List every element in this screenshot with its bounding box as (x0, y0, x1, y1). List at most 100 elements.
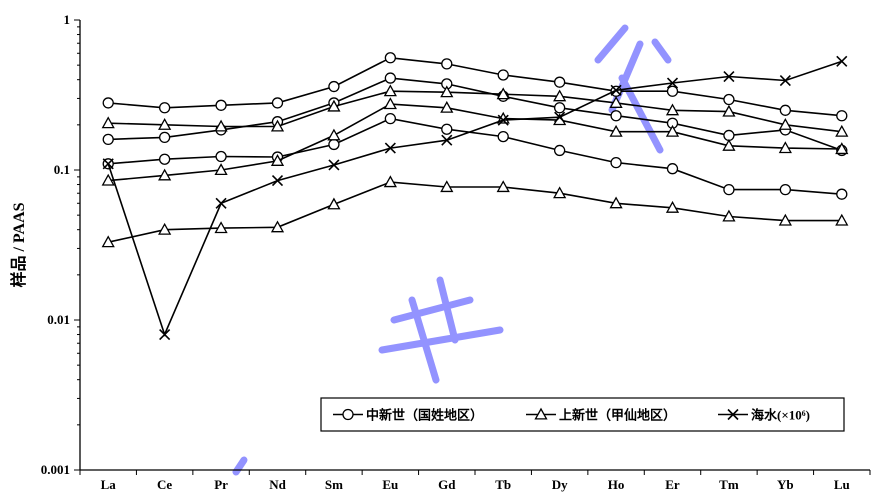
x-tick-label: Ho (608, 477, 625, 492)
data-point-triangle (214, 221, 228, 234)
x-tick-label: Dy (552, 477, 568, 492)
series-0 (102, 52, 848, 122)
data-point-circle (158, 131, 171, 144)
legend-entry-2: 海水(×10⁶) (718, 408, 810, 423)
data-point-circle (102, 97, 114, 109)
legend-marker-x (727, 408, 739, 421)
data-point-x (159, 328, 171, 341)
legend-label: 中新世（国姓地区） (366, 408, 483, 423)
data-point-circle (723, 129, 735, 142)
y-tick-labels: 0.001 0.01 0.1 1 (41, 12, 70, 477)
data-point-circle (723, 183, 735, 196)
data-point-circle (723, 93, 735, 106)
data-point-triangle (496, 180, 510, 193)
data-point-circle (215, 150, 227, 163)
data-point-triangle (665, 124, 680, 137)
data-point-circle (158, 102, 171, 114)
data-point-circle (328, 138, 340, 151)
watermark (232, 24, 672, 476)
y-tick-label: 1 (64, 12, 71, 27)
x-tick-label: Tm (719, 477, 739, 492)
data-point-circle (384, 112, 397, 125)
data-point-triangle (609, 124, 623, 137)
series-line (108, 117, 842, 195)
data-point-x (384, 142, 396, 154)
data-point-triangle (270, 119, 285, 132)
data-point-triangle (214, 163, 228, 176)
data-point-triangle (722, 104, 736, 117)
data-point-circle (271, 97, 284, 109)
legend-entry-0: 中新世（国姓地区） (333, 408, 483, 423)
x-tick-label: Pr (214, 477, 228, 492)
y-axis-label: 样品 / PAAS (9, 202, 28, 287)
data-point-circle (553, 144, 566, 157)
data-point-triangle (722, 138, 736, 151)
data-point-x (779, 74, 791, 87)
data-point-circle (553, 76, 566, 88)
data-point-x (610, 84, 622, 96)
data-point-x (554, 111, 566, 123)
data-point-circle (102, 133, 114, 146)
series-3 (101, 84, 849, 137)
series-line (107, 60, 843, 337)
data-point-triangle (158, 118, 172, 130)
data-point-triangle (835, 142, 849, 155)
data-point-triangle (835, 213, 849, 226)
x-tick-label: Sm (325, 477, 343, 492)
legend: 中新世（国姓地区） 上新世（甲仙地区） 海水(×10⁶) (320, 397, 845, 432)
y-tick-label: 0.1 (54, 162, 70, 177)
x-tick-label: Lu (834, 477, 850, 492)
data-point-x (441, 134, 453, 146)
data-point-circle (384, 72, 397, 84)
x-tick-label: Eu (382, 477, 398, 492)
data-point-triangle (158, 222, 172, 235)
data-point-triangle (327, 197, 341, 210)
data-point-triangle (553, 89, 567, 102)
data-point-triangle (778, 213, 792, 226)
data-point-circle (553, 102, 566, 114)
series-6 (102, 55, 848, 341)
data-point-x (271, 175, 284, 187)
data-point-triangle (327, 128, 341, 141)
data-point-triangle (214, 119, 228, 132)
x-tick-label: Ce (157, 477, 172, 492)
x-tick-label: La (101, 477, 117, 492)
data-point-triangle (101, 235, 115, 248)
x-tick-labels: La Ce Pr Nd Sm Eu Gd Tb Dy Ho Er Tm Yb Lu (101, 477, 850, 492)
data-point-circle (441, 123, 453, 135)
legend-label: 海水(×10⁶) (751, 408, 810, 423)
data-point-triangle (383, 84, 397, 97)
data-point-triangle (383, 175, 397, 188)
x-tick-label: Gd (438, 477, 456, 492)
data-point-x (666, 77, 679, 89)
data-point-circle (497, 130, 509, 143)
data-point-circle (779, 183, 792, 196)
x-tick-label: Tb (495, 477, 511, 492)
data-point-x (836, 55, 848, 67)
data-point-triangle (609, 96, 623, 108)
data-point-triangle (553, 186, 567, 199)
data-point-circle (836, 188, 848, 200)
data-point-triangle (270, 154, 285, 166)
data-point-triangle (778, 118, 792, 130)
data-point-triangle (665, 103, 680, 116)
data-point-x (497, 114, 509, 126)
axes (74, 19, 871, 475)
series-4 (101, 97, 849, 186)
data-point-circle (666, 85, 679, 97)
data-point-x (215, 197, 227, 209)
series-5 (101, 175, 849, 248)
x-tick-label: Er (665, 477, 680, 492)
legend-box (320, 397, 845, 432)
series-line (108, 77, 843, 152)
series-line (108, 103, 842, 182)
data-point-circle (610, 110, 622, 122)
data-point-circle (215, 99, 227, 111)
data-point-triangle (496, 87, 510, 100)
series-line (108, 181, 842, 243)
data-point-triangle (440, 85, 454, 98)
data-point-triangle (383, 97, 397, 110)
data-point-triangle (101, 116, 115, 129)
